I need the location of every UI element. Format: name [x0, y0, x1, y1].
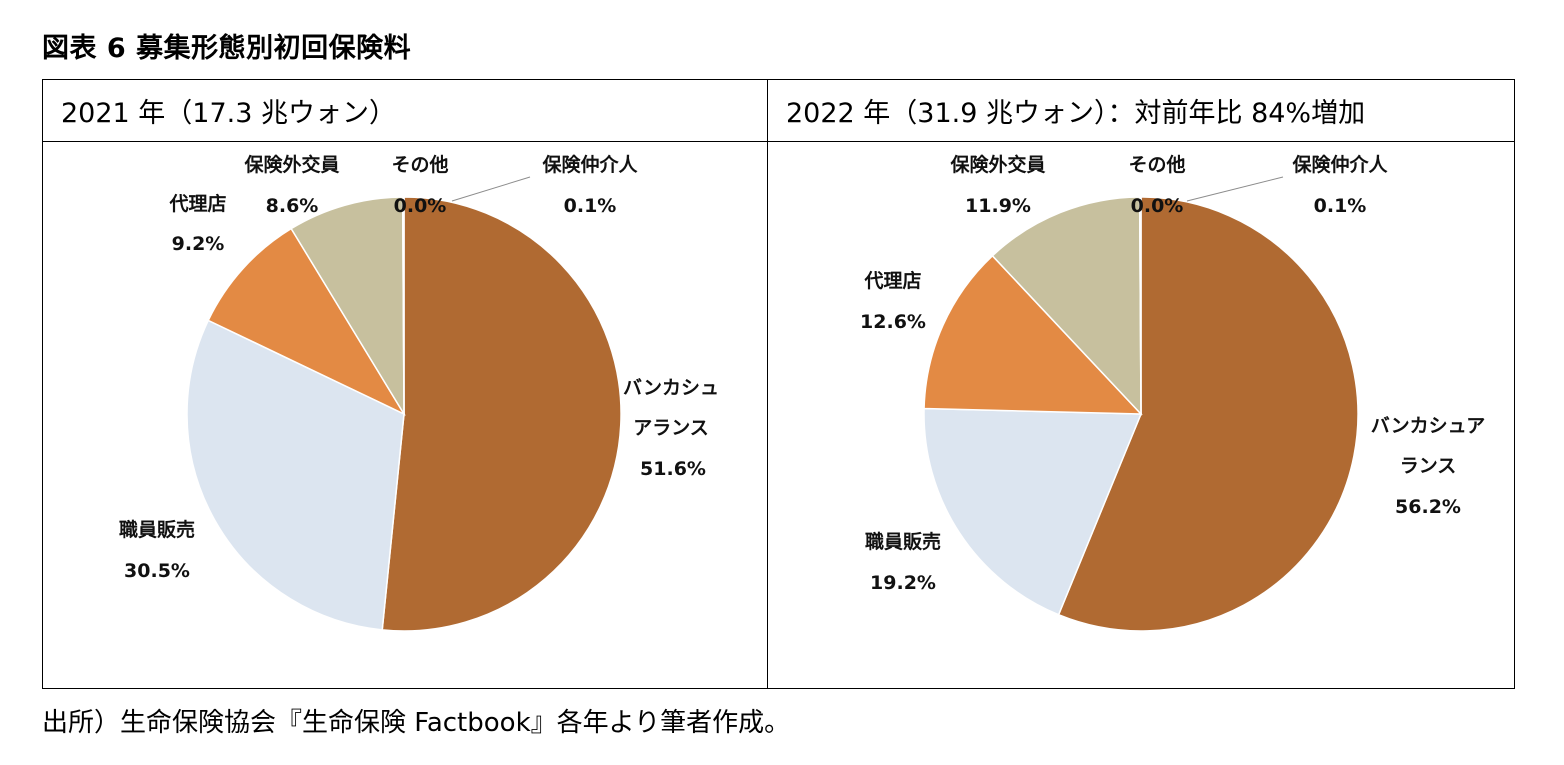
slice-label-employee_sales-0: 職員販売 [119, 518, 195, 541]
slice-value-non_exclusive-1: 11.9% [965, 195, 1031, 217]
slice-label-other-0: その他 [391, 153, 448, 176]
pie-slice-non_exclusive-1 [991, 196, 1142, 416]
slice-value-agency-0: 9.2% [172, 233, 225, 255]
slice-label-employee_sales-1: 職員販売 [865, 530, 941, 553]
slice-label-broker-1: 保険仲介人 [1291, 153, 1388, 176]
figure-title: 図表 6 募集形態別初回保険料 [42, 33, 412, 64]
slice-label-broker-0: 保険仲介人 [541, 153, 638, 176]
slice-value-other-1: 0.0% [1131, 195, 1184, 217]
slice-value-bancassurance-0: 51.6% [640, 458, 706, 480]
slice-label-bancassurance-1: バンカシュア [1371, 415, 1486, 437]
slice-label-bancassurance-0: バンカシュ [623, 377, 719, 399]
slice-label-bancassurance-1: ランス [1400, 455, 1457, 477]
slice-value-employee_sales-1: 19.2% [870, 572, 936, 594]
chart-title-2021: 2021 年（17.3 兆ウォン） [61, 98, 396, 129]
slice-label-other-1: その他 [1128, 153, 1185, 176]
pie-slice-employee_sales-1 [923, 407, 1143, 616]
slice-value-broker-0: 0.1% [564, 195, 617, 217]
panel-header-2022: 2022 年（31.9 兆ウォン）：対前年比 84%増加 [768, 80, 1514, 142]
pie-slice-agency-0 [207, 227, 406, 416]
slice-label-bancassurance-0: アランス [633, 417, 709, 439]
slice-label-agency-1: 代理店 [863, 269, 921, 292]
pie-slice-non_exclusive-0 [290, 196, 405, 417]
source-note: 出所）生命保険協会『生命保険 Factbook』各年より筆者作成。 [42, 708, 791, 738]
pie-slice-employee_sales-0 [186, 319, 405, 631]
slice-value-agency-1: 12.6% [860, 311, 926, 333]
pie-slice-bancassurance-0 [381, 196, 622, 632]
slice-value-bancassurance-1: 56.2% [1395, 496, 1461, 518]
slice-value-non_exclusive-0: 8.6% [266, 195, 319, 217]
pie-slice-broker-1 [1138, 196, 1142, 415]
chart-title-2022: 2022 年（31.9 兆ウォン）：対前年比 84%増加 [786, 98, 1366, 129]
leader-line-broker-0 [451, 176, 531, 202]
pie-slice-broker-0 [401, 196, 405, 415]
chart-panels: 2021 年（17.3 兆ウォン） 2022 年（31.9 兆ウォン）：対前年比… [42, 79, 1515, 689]
leader-line-broker-1 [1186, 176, 1284, 202]
slice-label-agency-0: 代理店 [168, 192, 226, 215]
slice-value-employee_sales-0: 30.5% [124, 560, 190, 582]
slice-label-non_exclusive-0: 保険外交員 [243, 153, 339, 176]
slice-value-broker-1: 0.1% [1314, 195, 1367, 217]
slice-label-non_exclusive-1: 保険外交員 [949, 153, 1045, 176]
pie-slice-agency-1 [923, 254, 1143, 415]
panel-header-2021: 2021 年（17.3 兆ウォン） [43, 80, 767, 142]
panel-divider [767, 80, 768, 688]
pie-slice-bancassurance-1 [1057, 196, 1359, 632]
slice-value-other-0: 0.0% [394, 195, 447, 217]
